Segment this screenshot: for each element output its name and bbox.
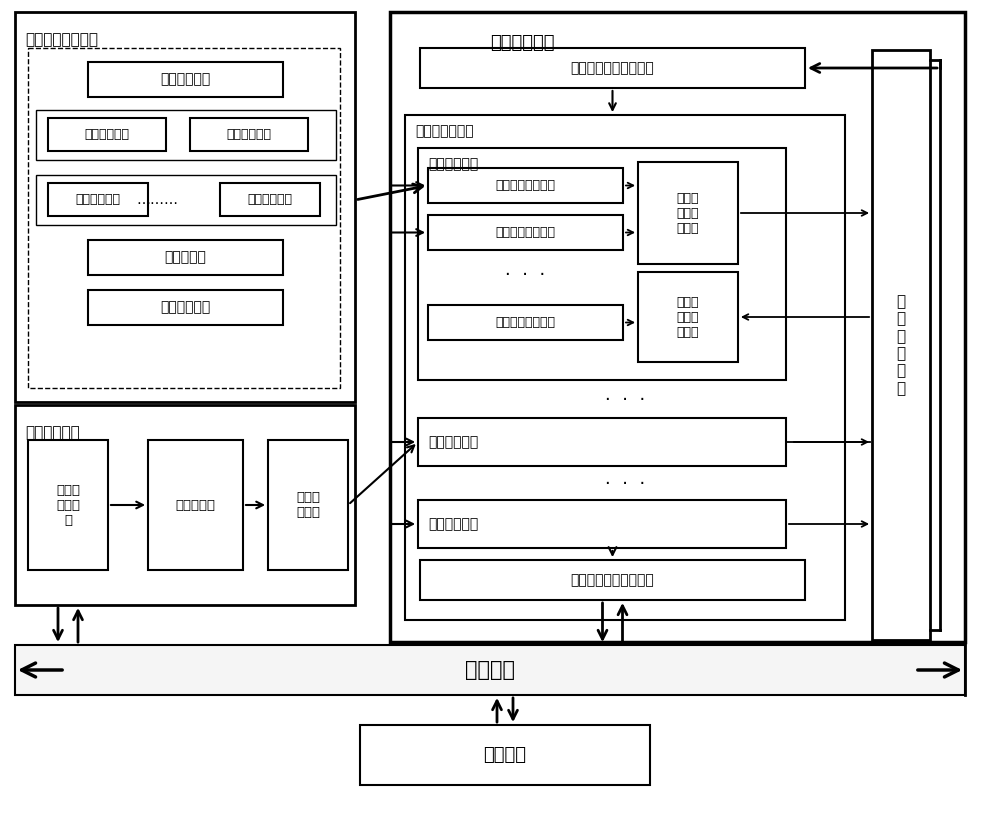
Text: 算术逻辑单元: 算术逻辑单元 (248, 193, 292, 206)
Text: 可重构阵列块: 可重构阵列块 (428, 517, 478, 531)
Bar (88, 290, 283, 325)
Text: 输入先入先出寄存器组: 输入先入先出寄存器组 (571, 61, 654, 75)
Text: 可重构阵列运算行: 可重构阵列运算行 (496, 316, 556, 329)
Text: 可重构阵列块: 可重构阵列块 (428, 157, 478, 171)
Bar (428, 305, 623, 340)
Bar (36, 110, 336, 160)
Text: 可重构阵列运算行: 可重构阵列运算行 (496, 226, 556, 239)
Bar (405, 115, 845, 620)
Text: ………: ……… (136, 193, 178, 207)
Bar (148, 440, 243, 570)
Bar (420, 48, 805, 88)
Text: 写端口
运算行
选择器: 写端口 运算行 选择器 (677, 192, 699, 235)
Bar (15, 12, 355, 402)
Text: 配置与
控制接
口: 配置与 控制接 口 (56, 484, 80, 526)
Text: 查找表单元: 查找表单元 (165, 251, 206, 265)
Text: 微处理器: 微处理器 (484, 746, 526, 764)
Bar (428, 168, 623, 203)
Bar (638, 162, 738, 264)
Bar (48, 118, 166, 151)
Text: 配置解
析模块: 配置解 析模块 (296, 491, 320, 519)
Bar (88, 240, 283, 275)
Bar (638, 272, 738, 362)
Text: 系统总线: 系统总线 (465, 660, 515, 680)
Text: 数据输入单元: 数据输入单元 (160, 72, 211, 86)
Text: ·  ·  ·: · · · (505, 266, 546, 284)
Bar (36, 175, 336, 225)
Text: 可重构阵列块: 可重构阵列块 (428, 435, 478, 449)
Text: 算术逻辑单元: 算术逻辑单元 (76, 193, 120, 206)
Bar (48, 183, 148, 216)
Text: 配置存储器: 配置存储器 (176, 499, 216, 511)
Text: 比特置换网络: 比特置换网络 (226, 128, 272, 141)
Bar (15, 645, 965, 695)
Text: 通
用
寄
存
器
堆: 通 用 寄 存 器 堆 (896, 294, 906, 396)
Bar (268, 440, 348, 570)
Text: 可重构阵列运算行: 可重构阵列运算行 (496, 179, 556, 192)
Bar (428, 215, 623, 250)
Text: ·  ·  ·: · · · (605, 391, 645, 409)
Text: 输出先入先出寄存器组: 输出先入先出寄存器组 (571, 573, 654, 587)
Bar (418, 148, 786, 380)
Bar (190, 118, 308, 151)
Bar (420, 560, 805, 600)
Bar (360, 725, 650, 785)
Text: 字节置换网络: 字节置换网络 (84, 128, 130, 141)
Text: 数据输出单元: 数据输出单元 (160, 300, 211, 315)
Bar (88, 62, 283, 97)
Text: 读端口
运算行
选择器: 读端口 运算行 选择器 (677, 295, 699, 339)
Bar (15, 405, 355, 605)
Text: 可重构处理器: 可重构处理器 (490, 34, 554, 52)
Bar (872, 50, 930, 640)
Bar (28, 440, 108, 570)
Bar (220, 183, 320, 216)
Bar (28, 48, 340, 388)
Text: ·  ·  ·: · · · (605, 475, 645, 493)
Text: 可重构计算阵列: 可重构计算阵列 (415, 124, 474, 138)
Bar (390, 12, 965, 642)
Text: 可重构阵列运算行: 可重构阵列运算行 (25, 32, 98, 47)
Text: 配制控制模块: 配制控制模块 (25, 425, 80, 440)
Bar (418, 500, 786, 548)
Bar (418, 418, 786, 466)
